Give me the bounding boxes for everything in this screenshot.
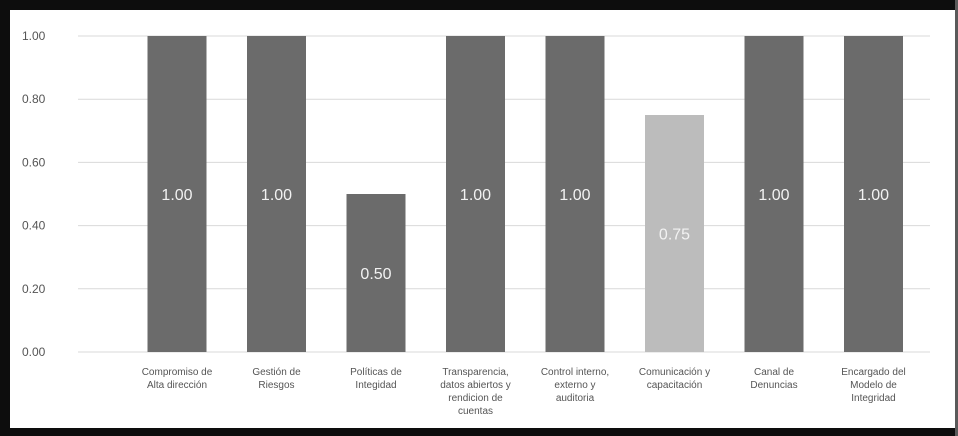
category-label: rendicion de bbox=[448, 393, 503, 404]
data-label: 1.00 bbox=[460, 187, 491, 204]
y-tick-label: 0.00 bbox=[22, 345, 46, 359]
category-label: capacitación bbox=[647, 380, 703, 391]
category-label: Control interno, bbox=[541, 367, 609, 378]
data-label: 1.00 bbox=[261, 187, 292, 204]
frame-edge bbox=[955, 0, 958, 436]
category-label: Transparencia, bbox=[442, 367, 508, 378]
y-tick-label: 1.00 bbox=[22, 29, 46, 43]
bar bbox=[545, 36, 605, 352]
category-label: Riesgos bbox=[258, 380, 294, 391]
data-labels: 1.00 1.00 0.50 1.00 1.00 0.75 1.00 1.00 bbox=[161, 187, 889, 283]
bars bbox=[147, 36, 903, 352]
category-label: Comunicación y bbox=[639, 367, 710, 378]
category-label: Canal de bbox=[754, 367, 794, 378]
category-label: Alta dirección bbox=[147, 380, 207, 391]
y-axis-ticks: 0.00 0.20 0.40 0.60 0.80 1.00 bbox=[22, 29, 46, 359]
bar bbox=[844, 36, 903, 352]
data-label: 1.00 bbox=[858, 187, 889, 204]
category-label: Encargado del bbox=[841, 367, 906, 378]
bar bbox=[147, 36, 207, 352]
bar bbox=[645, 115, 704, 352]
category-label: Denuncias bbox=[750, 380, 797, 391]
data-label: 1.00 bbox=[758, 187, 789, 204]
bar bbox=[744, 36, 804, 352]
bar bbox=[446, 36, 505, 352]
data-label: 0.50 bbox=[360, 266, 391, 283]
data-label: 1.00 bbox=[559, 187, 590, 204]
data-label: 0.75 bbox=[659, 227, 690, 244]
category-label: Compromiso de bbox=[142, 367, 213, 378]
y-tick-label: 0.60 bbox=[22, 155, 46, 169]
bar bbox=[247, 36, 306, 352]
data-label: 1.00 bbox=[161, 187, 192, 204]
category-label: Modelo de bbox=[850, 380, 897, 391]
category-label: datos abiertos y bbox=[440, 380, 511, 391]
category-label: Políticas de bbox=[350, 367, 402, 378]
category-label: Integidad bbox=[355, 380, 396, 391]
category-labels: Compromiso de Alta dirección Gestión de Rie… bbox=[142, 367, 906, 417]
category-label: Gestión de bbox=[252, 367, 301, 378]
y-tick-label: 0.20 bbox=[22, 282, 46, 296]
category-label: auditoria bbox=[556, 393, 595, 404]
bar bbox=[346, 194, 406, 352]
y-tick-label: 0.40 bbox=[22, 219, 46, 233]
category-label: cuentas bbox=[458, 406, 493, 417]
y-tick-label: 0.80 bbox=[22, 92, 46, 106]
category-label: Integridad bbox=[851, 393, 895, 404]
category-label: externo y bbox=[554, 380, 595, 391]
